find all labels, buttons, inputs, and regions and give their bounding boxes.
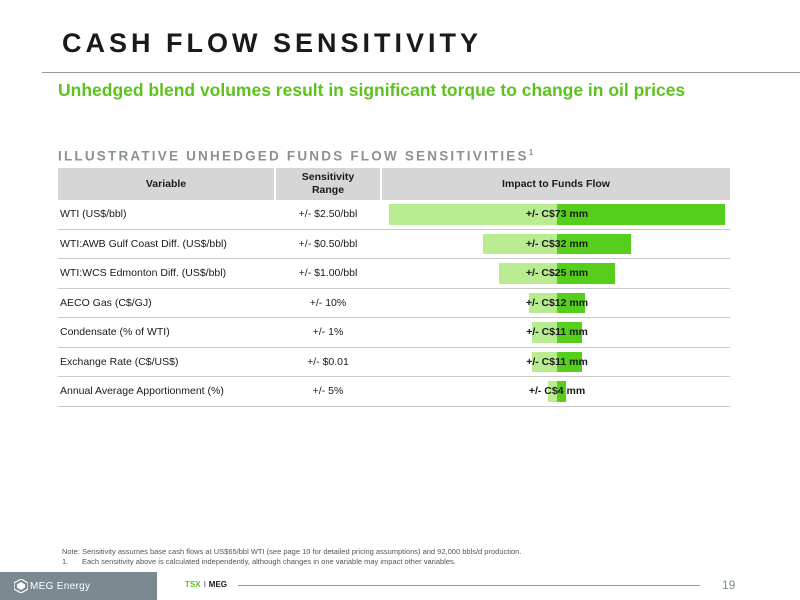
section-heading-text: ILLUSTRATIVE UNHEDGED FUNDS FLOW SENSITI… bbox=[58, 148, 529, 164]
impact-bar-negative bbox=[483, 233, 557, 254]
variable-cell: WTI (US$/bbl) bbox=[60, 208, 127, 221]
impact-cell: +/- C$73 mm bbox=[382, 200, 730, 229]
impact-label: +/- C$11 mm bbox=[526, 355, 588, 368]
range-cell: +/- $0.50/bbl bbox=[298, 237, 358, 250]
stock-ticker: TSX I MEG bbox=[185, 580, 227, 589]
impact-label: +/- C$12 mm bbox=[525, 296, 589, 309]
range-cell: +/- $0.01 bbox=[307, 355, 349, 368]
impact-label: +/- C$32 mm bbox=[525, 237, 589, 250]
range-cell: +/- 10% bbox=[309, 296, 347, 309]
header-range-text: Sensitivity Range bbox=[301, 171, 355, 196]
impact-cell: +/- C$4 mm bbox=[382, 377, 730, 406]
impact-cell: +/- C$11 mm bbox=[382, 318, 730, 347]
table-body: WTI (US$/bbl) +/- $2.50/bbl +/- C$73 mm WTI… bbox=[58, 200, 730, 407]
impact-bar-positive bbox=[557, 351, 583, 372]
impact-bar-negative bbox=[499, 263, 557, 284]
variable-cell: Annual Average Apportionment (%) bbox=[60, 385, 224, 398]
range-cell: +/- 5% bbox=[312, 385, 344, 398]
table-row: WTI:AWB Gulf Coast Diff. (US$/bbl) +/- $0… bbox=[58, 230, 730, 259]
header-impact: Impact to Funds Flow bbox=[382, 168, 730, 200]
table-row: AECO Gas (C$/GJ) +/- 10% +/- C$12 mm bbox=[58, 289, 730, 318]
slide-subtitle: Unhedged blend volumes result in signifi… bbox=[58, 80, 686, 100]
note-text: Note: Sensitivity assumes base cash flow… bbox=[62, 547, 522, 556]
ticker-exchange: TSX bbox=[185, 580, 201, 589]
logo-text: MEG Energy bbox=[30, 580, 91, 592]
variable-cell: Condensate (% of WTI) bbox=[60, 326, 170, 339]
range-cell: +/- $2.50/bbl bbox=[298, 208, 358, 221]
impact-bar-negative bbox=[529, 292, 557, 313]
footnote-number: 1. bbox=[62, 557, 69, 566]
impact-label: +/- C$11 mm bbox=[526, 326, 588, 339]
footnote-text: Each sensitivity above is calculated ind… bbox=[82, 557, 456, 566]
table-row: Exchange Rate (C$/US$) +/- $0.01 +/- C$11 … bbox=[58, 348, 730, 377]
notes: Note: Sensitivity assumes base cash flow… bbox=[62, 547, 521, 567]
variable-cell: AECO Gas (C$/GJ) bbox=[60, 296, 152, 309]
impact-bar-positive bbox=[557, 292, 585, 313]
range-cell: +/- $1.00/bbl bbox=[298, 267, 358, 280]
impact-cell: +/- C$11 mm bbox=[382, 348, 730, 377]
impact-bar-positive bbox=[557, 322, 583, 343]
impact-label: +/- C$73 mm bbox=[525, 208, 589, 221]
slide-title: CASH FLOW SENSITIVITY bbox=[62, 28, 483, 58]
section-heading: ILLUSTRATIVE UNHEDGED FUNDS FLOW SENSITI… bbox=[58, 148, 533, 164]
impact-cell: +/- C$12 mm bbox=[382, 289, 730, 318]
table-header: Variable Sensitivity Range Impact to Fun… bbox=[58, 168, 730, 200]
header-sensitivity-range: Sensitivity Range bbox=[276, 168, 380, 200]
company-logo: MEG Energy bbox=[0, 572, 157, 600]
table-row: WTI:WCS Edmonton Diff. (US$/bbl) +/- $1.0… bbox=[58, 259, 730, 289]
impact-bar-positive bbox=[557, 381, 567, 402]
title-divider bbox=[42, 72, 800, 73]
ticker-symbol: MEG bbox=[208, 580, 228, 589]
impact-bar-negative bbox=[531, 322, 557, 343]
impact-bar-positive bbox=[557, 263, 615, 284]
header-variable: Variable bbox=[58, 168, 274, 200]
table-row: Annual Average Apportionment (%) +/- 5% +/… bbox=[58, 377, 730, 407]
impact-label: +/- C$4 mm bbox=[528, 385, 586, 398]
impact-label: +/- C$25 mm bbox=[525, 267, 589, 280]
impact-bar-negative bbox=[531, 351, 557, 372]
impact-cell: +/- C$32 mm bbox=[382, 230, 730, 259]
variable-cell: WTI:WCS Edmonton Diff. (US$/bbl) bbox=[60, 267, 227, 280]
page-number: 19 bbox=[722, 578, 736, 592]
impact-bar-negative bbox=[389, 204, 557, 225]
footer-divider bbox=[238, 585, 700, 586]
table-row: Condensate (% of WTI) +/- 1% +/- C$11 mm bbox=[58, 318, 730, 348]
impact-bar-negative bbox=[547, 381, 557, 402]
section-heading-footnote: 1 bbox=[528, 148, 534, 157]
ticker-separator: I bbox=[203, 580, 206, 589]
footnote: 1. Each sensitivity above is calculated i… bbox=[62, 557, 521, 567]
variable-cell: WTI:AWB Gulf Coast Diff. (US$/bbl) bbox=[60, 237, 227, 250]
meg-logo-icon bbox=[14, 579, 28, 593]
impact-bar-positive bbox=[557, 204, 725, 225]
impact-cell: +/- C$25 mm bbox=[382, 259, 730, 288]
range-cell: +/- 1% bbox=[312, 326, 344, 339]
sensitivity-table: Variable Sensitivity Range Impact to Fun… bbox=[58, 168, 730, 407]
table-row: WTI (US$/bbl) +/- $2.50/bbl +/- C$73 mm bbox=[58, 200, 730, 230]
variable-cell: Exchange Rate (C$/US$) bbox=[60, 355, 179, 368]
impact-bar-positive bbox=[557, 233, 631, 254]
